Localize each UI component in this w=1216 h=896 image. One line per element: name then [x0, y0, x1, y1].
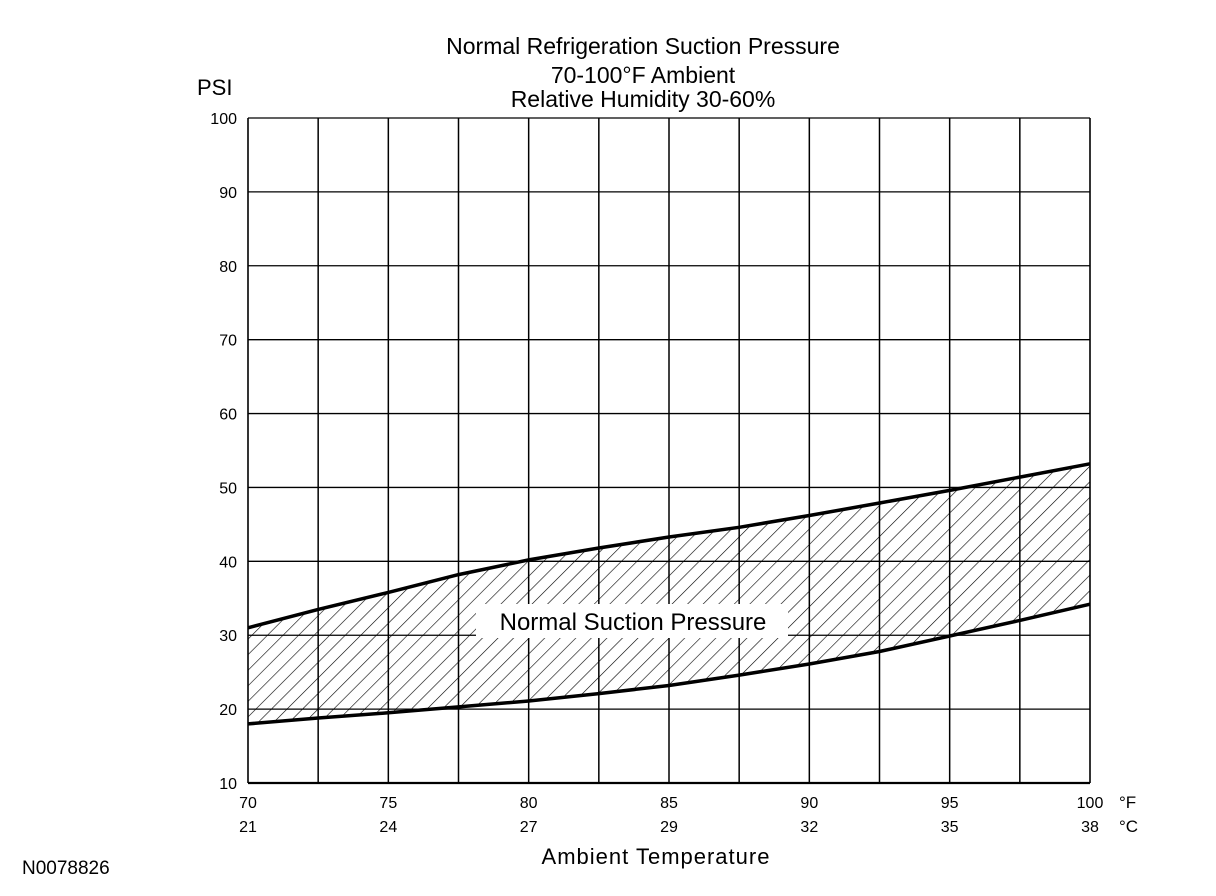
y-tick-label: 60: [219, 407, 237, 424]
x-tick-label-f: 100: [1077, 795, 1104, 812]
y-tick-label: 80: [219, 259, 237, 276]
x-tick-label-f: 90: [800, 795, 818, 812]
region-label: Normal Suction Pressure: [500, 609, 767, 636]
y-tick-label: 30: [219, 628, 237, 645]
x-tick-label-f: 75: [379, 795, 397, 812]
y-tick-label: 50: [219, 480, 237, 497]
x-tick-label-f: 95: [941, 795, 959, 812]
y-tick-label: 90: [219, 185, 237, 202]
upper-bound-line: [247, 462, 1091, 630]
x-tick-label-c: 35: [941, 819, 959, 836]
y-tick-label: 70: [219, 333, 237, 350]
x-axis-label: Ambient Temperature: [542, 844, 771, 869]
x-tick-label-f: 80: [520, 795, 538, 812]
x-tick-label-c: 24: [379, 819, 397, 836]
y-tick-labels: 10 20 30 40 50 60 70 80 90 100: [210, 111, 237, 793]
y-tick-label: 100: [210, 111, 237, 128]
chart-title-line-1: Normal Refrigeration Suction Pressure: [446, 33, 840, 59]
y-tick-label: 40: [219, 554, 237, 571]
x-tick-label-c: 38: [1081, 819, 1099, 836]
y-tick-label: 10: [219, 776, 237, 793]
x-tick-label-f: 85: [660, 795, 678, 812]
unit-celsius: °C: [1119, 817, 1138, 836]
x-tick-label-c: 29: [660, 819, 678, 836]
vertical-gridlines: [247, 118, 1091, 783]
chart-title-line-2: 70-100°F Ambient: [551, 62, 736, 88]
region-label-background: [476, 604, 788, 638]
x-tick-labels-fahrenheit: 70 75 80 85 90 95 100: [239, 795, 1103, 812]
x-tick-label-c: 32: [800, 819, 818, 836]
unit-fahrenheit: °F: [1119, 793, 1136, 812]
x-tick-labels-celsius: 21 24 27 29 32 35 38: [239, 819, 1099, 836]
x-tick-label-c: 27: [520, 819, 538, 836]
x-tick-label-c: 21: [239, 819, 257, 836]
y-tick-label: 20: [219, 702, 237, 719]
lower-bound-line: [247, 602, 1091, 726]
y-axis-label: PSI: [197, 75, 232, 100]
x-tick-label-f: 70: [239, 795, 257, 812]
chart-title-line-3: Relative Humidity 30-60%: [511, 86, 776, 112]
figure-id: N0078826: [22, 858, 110, 879]
